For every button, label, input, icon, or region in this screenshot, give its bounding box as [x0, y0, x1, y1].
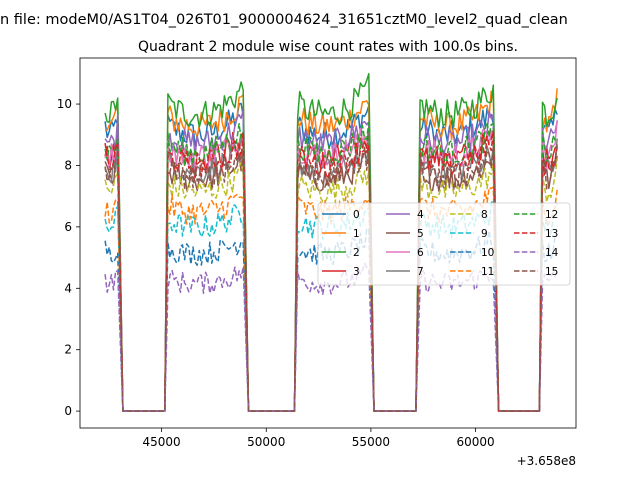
legend-label-10: 10	[481, 247, 494, 259]
y-tick-label-2: 2	[64, 343, 72, 357]
legend-label-2: 2	[353, 247, 360, 259]
legend-label-15: 15	[545, 266, 558, 278]
y-tick-label-10: 10	[57, 97, 72, 111]
x-tick-label-60000: 60000	[456, 435, 494, 449]
plot-frame	[79, 57, 577, 429]
y-tick-label-0: 0	[64, 404, 72, 418]
legend-box	[317, 202, 571, 286]
legend-label-8: 8	[481, 209, 488, 221]
figure-suptitle: n file: modeM0/AS1T04_026T01_9000004624_…	[0, 12, 568, 28]
legend-label-1: 1	[353, 228, 360, 240]
y-tick-label-8: 8	[64, 158, 72, 172]
series-line-2	[104, 72, 558, 412]
y-tick-label-4: 4	[64, 281, 72, 295]
series-line-4	[104, 109, 558, 412]
legend-label-4: 4	[417, 209, 424, 221]
series-line-13	[104, 129, 558, 412]
x-tick-label-55000: 55000	[352, 435, 390, 449]
x-offset-label: +3.658e8	[517, 454, 576, 468]
chart-title: Quadrant 2 module wise count rates with …	[138, 39, 518, 55]
series-line-8	[104, 158, 558, 412]
x-tick-label-50000: 50000	[247, 435, 285, 449]
legend-label-9: 9	[481, 228, 488, 240]
y-tick-label-6: 6	[64, 220, 72, 234]
legend-label-3: 3	[353, 266, 360, 278]
x-tick-label-45000: 45000	[143, 435, 181, 449]
legend-label-12: 12	[545, 209, 558, 221]
legend-label-5: 5	[417, 228, 424, 240]
legend-label-11: 11	[481, 266, 494, 278]
series-lines	[104, 72, 558, 412]
legend-label-6: 6	[417, 247, 424, 259]
series-line-1	[104, 88, 558, 412]
legend-label-14: 14	[545, 247, 559, 259]
legend-label-7: 7	[417, 266, 424, 278]
series-line-12	[104, 121, 558, 412]
legend-label-13: 13	[545, 228, 558, 240]
series-line-15	[104, 144, 558, 412]
series-line-6	[104, 120, 558, 412]
legend-label-0: 0	[353, 209, 360, 221]
